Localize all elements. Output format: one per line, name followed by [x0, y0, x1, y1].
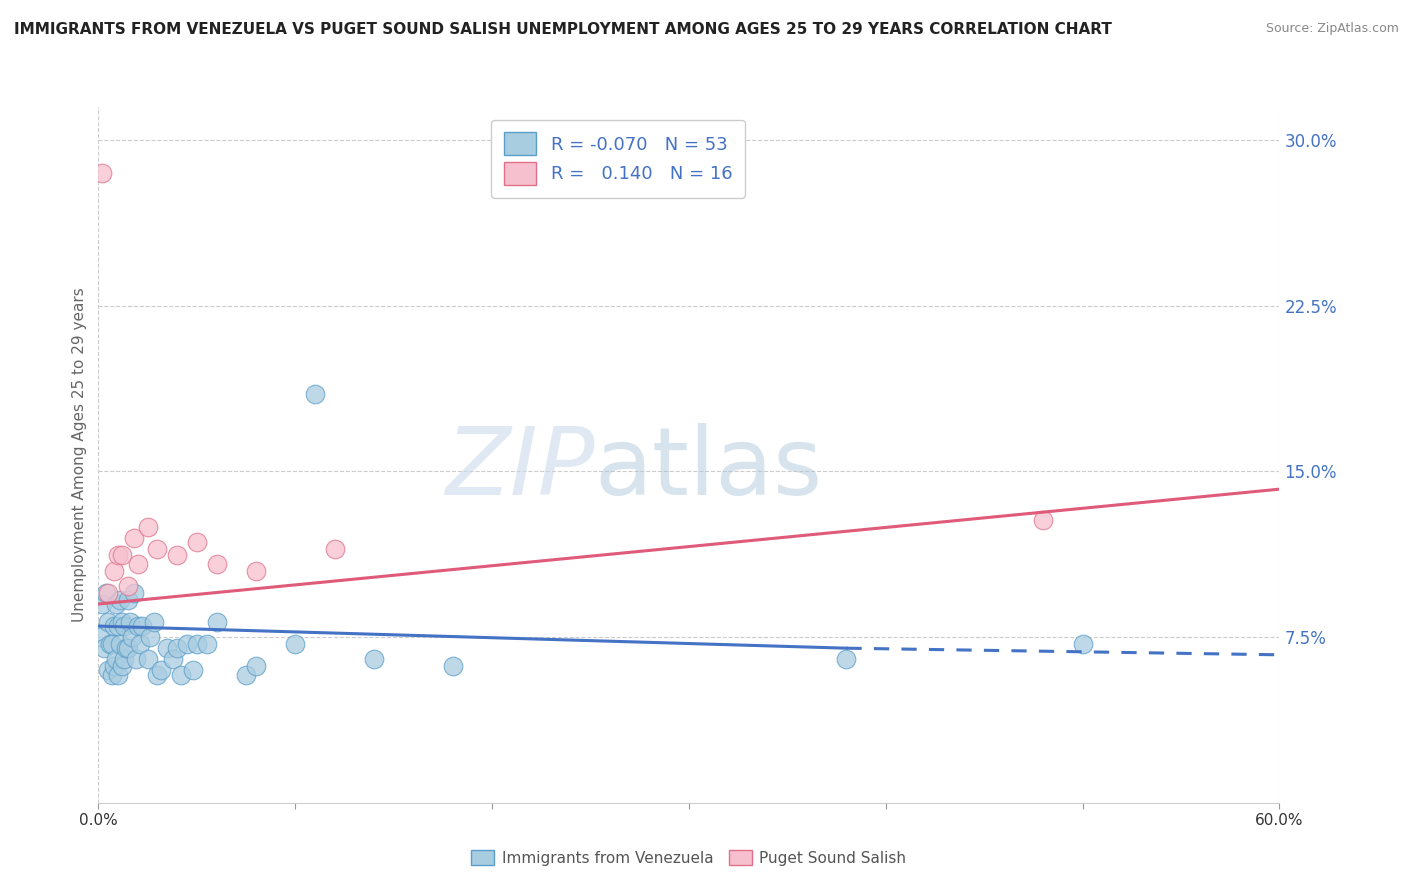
Point — [103, 564, 125, 578]
Point — [162, 652, 184, 666]
Point — [142, 615, 165, 629]
Point — [112, 619, 135, 633]
Point — [186, 637, 208, 651]
Point — [176, 637, 198, 651]
Point — [118, 615, 141, 629]
Point — [117, 579, 139, 593]
Point — [101, 637, 124, 651]
Point — [136, 652, 159, 666]
Text: atlas: atlas — [595, 423, 823, 515]
Point — [156, 641, 179, 656]
Point — [323, 541, 346, 556]
Point — [91, 166, 114, 180]
Point — [121, 630, 143, 644]
Point — [195, 637, 218, 651]
Point — [108, 637, 131, 651]
Point — [127, 619, 149, 633]
Point — [108, 592, 131, 607]
Point — [363, 652, 385, 666]
Point — [107, 619, 129, 633]
Point — [304, 387, 326, 401]
Legend: Immigrants from Venezuela, Puget Sound Salish: Immigrants from Venezuela, Puget Sound S… — [465, 844, 912, 871]
Point — [122, 531, 145, 545]
Point — [103, 619, 125, 633]
Point — [128, 637, 150, 651]
Point — [138, 630, 160, 644]
Y-axis label: Unemployment Among Ages 25 to 29 years: Unemployment Among Ages 25 to 29 years — [72, 287, 87, 623]
Point — [131, 619, 153, 633]
Point — [835, 652, 858, 666]
Point — [111, 615, 134, 629]
Point — [97, 663, 120, 677]
Point — [181, 663, 204, 677]
Point — [166, 549, 188, 563]
Point — [117, 592, 139, 607]
Point — [89, 630, 111, 644]
Point — [205, 558, 228, 572]
Point — [117, 641, 139, 656]
Point — [103, 658, 125, 673]
Point — [146, 667, 169, 681]
Text: IMMIGRANTS FROM VENEZUELA VS PUGET SOUND SALISH UNEMPLOYMENT AMONG AGES 25 TO 29: IMMIGRANTS FROM VENEZUELA VS PUGET SOUND… — [14, 22, 1112, 37]
Point — [111, 658, 134, 673]
Point — [1032, 513, 1054, 527]
Text: Source: ZipAtlas.com: Source: ZipAtlas.com — [1265, 22, 1399, 36]
Point — [136, 519, 159, 533]
Point — [235, 667, 257, 681]
Point — [441, 658, 464, 673]
Point — [97, 586, 120, 600]
Point — [150, 663, 173, 677]
Point — [107, 667, 129, 681]
Text: ZIP: ZIP — [444, 424, 595, 515]
Point — [91, 597, 114, 611]
Point — [205, 615, 228, 629]
Point — [115, 641, 138, 656]
Point — [111, 549, 134, 563]
Point — [127, 558, 149, 572]
Point — [93, 641, 115, 656]
Point — [170, 667, 193, 681]
Point — [112, 652, 135, 666]
Point — [186, 535, 208, 549]
Point — [107, 549, 129, 563]
Point — [96, 586, 118, 600]
Point — [125, 652, 148, 666]
Point — [122, 586, 145, 600]
Point — [146, 541, 169, 556]
Point — [105, 597, 128, 611]
Point — [284, 637, 307, 651]
Point — [245, 658, 267, 673]
Point — [97, 615, 120, 629]
Point — [101, 667, 124, 681]
Point — [98, 637, 121, 651]
Point — [105, 652, 128, 666]
Point — [166, 641, 188, 656]
Point — [1071, 637, 1094, 651]
Point — [245, 564, 267, 578]
